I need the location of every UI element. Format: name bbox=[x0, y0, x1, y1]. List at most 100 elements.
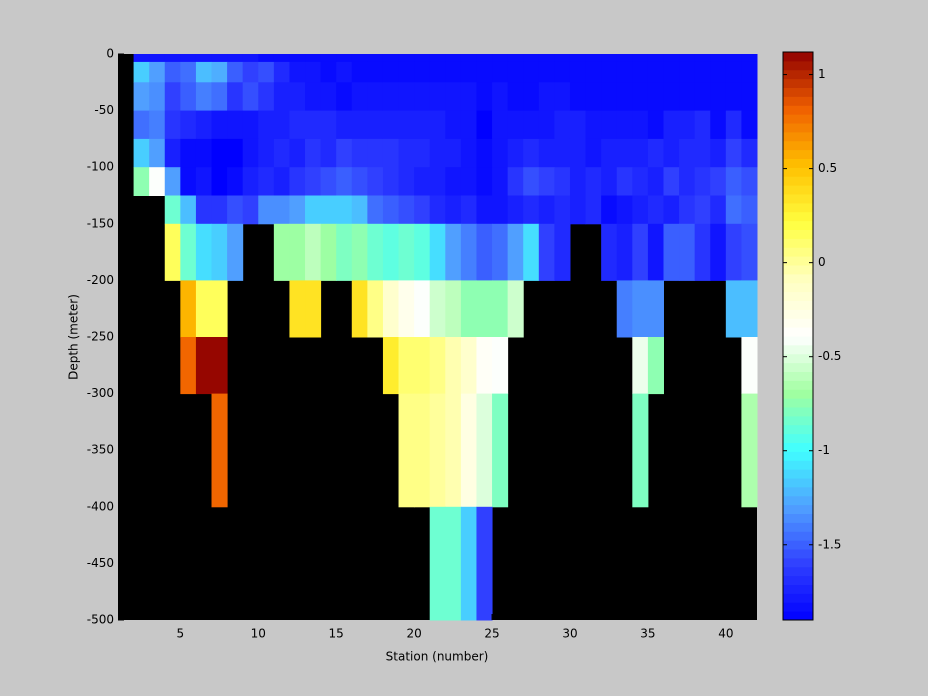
colorbar-segment bbox=[783, 327, 813, 337]
heatmap-cell bbox=[741, 138, 758, 168]
heatmap-cell bbox=[507, 82, 524, 112]
heatmap-cell bbox=[149, 138, 166, 168]
heatmap-cell bbox=[663, 138, 680, 168]
heatmap-cell bbox=[305, 167, 322, 196]
heatmap-cell bbox=[382, 195, 400, 225]
heatmap-cell bbox=[507, 138, 524, 168]
y-tick-label: -350 bbox=[87, 443, 114, 457]
heatmap-cell bbox=[180, 280, 197, 338]
heatmap-cell bbox=[569, 54, 587, 63]
y-tick-label: -400 bbox=[87, 499, 114, 513]
heatmap-cell bbox=[460, 280, 477, 338]
heatmap-cell bbox=[133, 138, 150, 168]
colorbar-tick-label: -1.5 bbox=[818, 537, 841, 551]
heatmap-cell bbox=[663, 82, 680, 112]
heatmap-cell bbox=[289, 167, 306, 196]
heatmap-cell bbox=[367, 138, 384, 168]
heatmap-cell bbox=[414, 82, 431, 112]
colorbar-segment bbox=[783, 513, 813, 523]
heatmap-cell bbox=[492, 393, 509, 508]
heatmap-cell bbox=[569, 82, 587, 112]
heatmap-cell bbox=[258, 138, 275, 168]
heatmap-cell bbox=[694, 138, 711, 168]
heatmap-cell bbox=[647, 280, 664, 338]
heatmap-cell bbox=[164, 110, 181, 140]
heatmap-cell bbox=[273, 61, 290, 83]
heatmap-cell bbox=[305, 223, 322, 281]
heatmap-cell bbox=[367, 61, 384, 83]
heatmap-cell bbox=[398, 138, 415, 168]
heatmap-cell bbox=[538, 82, 555, 112]
colorbar-segment bbox=[783, 265, 813, 275]
heatmap-cell bbox=[211, 138, 228, 168]
heatmap-cell bbox=[445, 393, 462, 508]
heatmap-cell bbox=[367, 110, 384, 140]
colorbar-segment bbox=[783, 256, 813, 266]
heatmap-cell bbox=[538, 138, 555, 168]
heatmap-cell bbox=[632, 61, 649, 83]
heatmap-cell bbox=[258, 54, 275, 63]
heatmap-cell bbox=[492, 167, 509, 196]
heatmap-cell bbox=[694, 54, 711, 63]
heatmap-cell bbox=[227, 167, 244, 196]
heatmap-cell bbox=[601, 110, 618, 140]
heatmap-cell bbox=[460, 110, 477, 140]
heatmap-cell bbox=[601, 61, 618, 83]
heatmap-cell bbox=[398, 223, 415, 281]
heatmap-cell bbox=[164, 138, 181, 168]
heatmap-cell bbox=[305, 138, 322, 168]
colorbar-segment bbox=[783, 602, 813, 612]
heatmap-cell bbox=[585, 110, 602, 140]
heatmap-cell bbox=[211, 337, 228, 395]
heatmap-cell bbox=[601, 195, 618, 225]
heatmap-cell bbox=[460, 393, 477, 508]
heatmap-cell bbox=[289, 82, 306, 112]
colorbar-segment bbox=[783, 504, 813, 514]
colorbar-segment bbox=[783, 344, 813, 355]
colorbar-tick-label: -1 bbox=[818, 443, 830, 457]
heatmap-cell bbox=[367, 223, 384, 281]
heatmap-cell bbox=[336, 110, 353, 140]
colorbar-segment bbox=[783, 566, 813, 577]
y-tick-label: -100 bbox=[87, 160, 114, 174]
colorbar-segment bbox=[783, 318, 813, 328]
heatmap-cell bbox=[195, 195, 213, 225]
heatmap-cell bbox=[320, 223, 337, 281]
heatmap-cell bbox=[679, 61, 696, 83]
heatmap-cell bbox=[227, 223, 244, 281]
colorbar-segment bbox=[783, 522, 813, 532]
heatmap-cell bbox=[242, 82, 259, 112]
colorbar-segment bbox=[783, 176, 813, 186]
heatmap-cell bbox=[741, 54, 758, 63]
colorbar-segment bbox=[783, 96, 813, 106]
heatmap-cell bbox=[663, 54, 680, 63]
heatmap-cell bbox=[445, 223, 462, 281]
heatmap-cell bbox=[149, 54, 166, 63]
heatmap-cell bbox=[429, 506, 446, 621]
heatmap-cell bbox=[585, 138, 602, 168]
heatmap-cell bbox=[336, 61, 353, 83]
heatmap-cell bbox=[258, 82, 275, 112]
heatmap-cell bbox=[445, 54, 462, 63]
heatmap-cell bbox=[227, 138, 244, 168]
heatmap-cell bbox=[663, 223, 680, 281]
heatmap-cell bbox=[336, 195, 353, 225]
heatmap-cell bbox=[414, 393, 431, 508]
colorbar-segment bbox=[783, 211, 813, 222]
heatmap-cell bbox=[398, 82, 415, 112]
heatmap-cell bbox=[289, 280, 306, 338]
heatmap-cell bbox=[258, 110, 275, 140]
colorbar-segment bbox=[783, 611, 813, 621]
x-tick-label: 35 bbox=[640, 627, 655, 641]
heatmap-cell bbox=[632, 393, 649, 508]
heatmap-cell bbox=[336, 167, 353, 196]
heatmap-cell bbox=[211, 167, 228, 196]
heatmap-cell bbox=[149, 167, 166, 196]
heatmap-cell bbox=[492, 61, 509, 83]
heatmap-cell bbox=[741, 393, 758, 508]
heatmap-cell bbox=[679, 167, 696, 196]
colorbar-frame bbox=[782, 51, 814, 621]
heatmap-cell bbox=[647, 61, 664, 83]
colorbar-segment bbox=[783, 69, 813, 80]
heatmap-cell bbox=[305, 61, 322, 83]
